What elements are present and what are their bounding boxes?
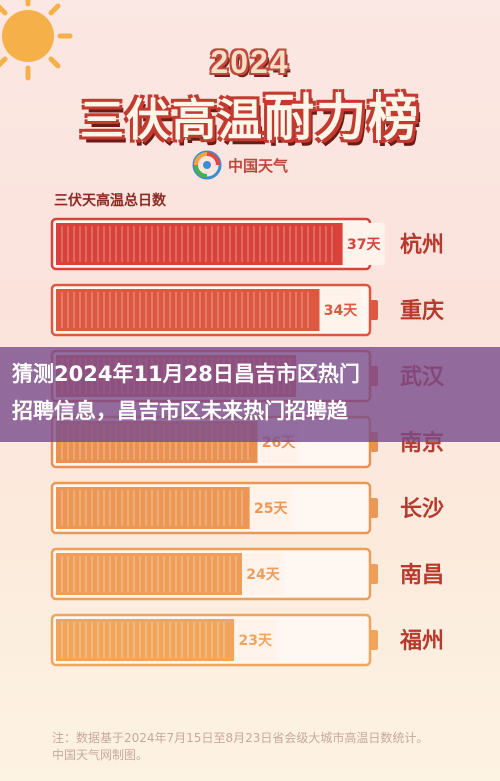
- bar: [56, 289, 320, 331]
- china-weather-logo-icon: [192, 150, 222, 180]
- value-label: 25天: [254, 501, 288, 517]
- logo: 中国天气: [192, 150, 288, 180]
- bar-cap: [370, 630, 378, 650]
- value-label: 34天: [324, 303, 358, 319]
- bar-cap: [370, 564, 378, 584]
- value-label-box: [342, 223, 385, 265]
- value-label-box: [242, 553, 284, 595]
- banner-line1: 猜测2024年11月28日昌吉市区热门: [12, 362, 360, 386]
- category-label: 长沙: [400, 497, 444, 522]
- footnote-line1: 注：数据基于2024年7月15日至8月23日省会级大城市高温日数统计。: [52, 731, 429, 745]
- value-label-box: [234, 619, 277, 661]
- year-heading: 2024: [210, 44, 290, 80]
- category-label: 重庆: [400, 298, 444, 324]
- title-part1: 三伏高温: [80, 95, 264, 146]
- sun-icon: [0, 0, 73, 81]
- value-label-box: [319, 289, 362, 331]
- bar: [56, 553, 242, 595]
- value-label: 24天: [246, 567, 280, 583]
- chart-title: 三伏天高温总日数: [54, 193, 166, 209]
- bar: [56, 619, 235, 661]
- page-title: 三伏高温耐力榜: [0, 78, 500, 150]
- value-label: 23天: [239, 633, 273, 649]
- bar-cap: [370, 300, 378, 320]
- banner-line2: 招聘信息，昌吉市区未来热门招聘趋: [12, 399, 348, 423]
- title-part2: 耐力榜: [264, 89, 420, 147]
- footnote: 注：数据基于2024年7月15日至8月23日省会级大城市高温日数统计。 中国天气…: [52, 730, 428, 764]
- bar-cap: [370, 498, 378, 518]
- banner-headline[interactable]: 猜测2024年11月28日昌吉市区热门 招聘信息，昌吉市区未来热门招聘趋: [12, 356, 492, 430]
- footnote-line2: 中国天气网制图。: [52, 748, 149, 762]
- category-label: 南昌: [400, 563, 444, 588]
- value-label-box: [249, 487, 292, 529]
- bar: [56, 487, 250, 529]
- logo-text: 中国天气: [228, 156, 289, 175]
- category-label: 杭州: [400, 232, 444, 258]
- overlay-banner: [0, 347, 500, 442]
- bar: [56, 223, 343, 265]
- category-label: 福州: [399, 629, 444, 654]
- value-label: 37天: [347, 237, 381, 253]
